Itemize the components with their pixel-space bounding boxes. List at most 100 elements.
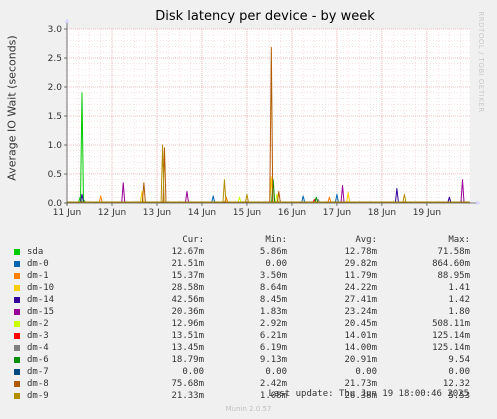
series-line-dm-14 — [67, 188, 470, 203]
legend-max: 5.53 — [448, 391, 470, 401]
legend-min: 2.42m — [259, 379, 287, 389]
legend-min: 2.92m — [259, 319, 287, 329]
legend-avg: 24.22m — [344, 283, 377, 293]
legend-row: dm-1 15.37m 3.50m 11.79m 88.95m — [0, 271, 497, 283]
last-update: Last update: Thu Jun 19 18:00:46 2025 — [268, 389, 469, 399]
legend-min: 8.64m — [259, 283, 287, 293]
legend-max: 125.14m — [432, 331, 470, 341]
legend-header-cur: Cur: — [182, 235, 204, 245]
legend-swatch — [14, 297, 20, 303]
legend-min: 6.21m — [259, 331, 287, 341]
legend-swatch — [14, 309, 20, 315]
legend-name: dm-15 — [27, 307, 55, 317]
legend-row: dm-10 28.58m 8.64m 24.22m 1.41 — [0, 283, 497, 295]
legend-row: dm-0 21.51m 0.00 29.82m 864.60m — [0, 259, 497, 271]
legend-min: 9.13m — [259, 355, 287, 365]
legend-max: 1.42 — [448, 295, 470, 305]
x-tick-label: 19 Jun — [413, 208, 441, 218]
legend-min: 6.19m — [259, 343, 287, 353]
munin-version: Munin 2.0.57 — [225, 405, 272, 413]
y-axis-arrow — [64, 18, 70, 23]
legend-max: 125.14m — [432, 343, 470, 353]
legend-row: dm-14 42.56m 8.45m 27.41m 1.42 — [0, 295, 497, 307]
series-line-sda — [67, 92, 470, 203]
legend-name: dm-9 — [27, 391, 49, 401]
x-tick-label: 13 Jun — [143, 208, 171, 218]
legend-header-avg: Avg: — [355, 235, 377, 245]
plot-area: 0.0 0.5 1.0 1.5 2.0 2.5 3.0 11 Jun 12 Jun 13 Jun 1… — [48, 18, 481, 218]
legend-header-max: Max: — [448, 235, 470, 245]
legend-cur: 15.37m — [171, 271, 204, 281]
series-line-dm-1 — [67, 195, 470, 203]
legend-cur: 13.51m — [171, 331, 204, 341]
legend-avg: 29.82m — [344, 259, 377, 269]
legend-row: dm-6 18.79m 9.13m 20.91m 9.54 — [0, 355, 497, 367]
legend-max: 0.00 — [448, 367, 470, 377]
legend-min: 8.45m — [259, 295, 287, 305]
x-tick-label: 14 Jun — [188, 208, 216, 218]
series-line-dm-0 — [67, 193, 470, 203]
y-tick-label: 3.0 — [48, 25, 63, 35]
legend-row: sda 12.67m 5.86m 12.78m 71.58m — [0, 247, 497, 259]
legend-min: 3.50m — [259, 271, 287, 281]
legend-row: dm-3 13.51m 6.21m 14.01m 125.14m — [0, 331, 497, 343]
x-tick-label: 16 Jun — [278, 208, 306, 218]
legend-row: dm-7 0.00 0.00 0.00 0.00 — [0, 367, 497, 379]
x-axis-arrow — [476, 200, 481, 206]
series-line-dm-10 — [67, 176, 470, 203]
legend-avg: 0.00 — [355, 367, 377, 377]
legend-max: 71.58m — [437, 247, 470, 257]
legend-min: 1.08m — [259, 391, 287, 401]
legend-min: 5.86m — [259, 247, 287, 257]
series-layer — [67, 47, 470, 203]
legend-swatch — [14, 357, 20, 363]
legend-row: dm-4 13.45m 6.19m 14.00m 125.14m — [0, 343, 497, 355]
y-tick-label: 2.0 — [48, 83, 63, 93]
legend-avg: 21.73m — [344, 379, 377, 389]
legend-name: dm-0 — [27, 259, 49, 269]
legend-max: 1.41 — [448, 283, 470, 293]
legend-swatch — [14, 381, 20, 387]
legend-cur: 28.58m — [171, 283, 204, 293]
x-tick-label: 11 Jun — [53, 208, 81, 218]
legend-avg: 14.00m — [344, 343, 377, 353]
legend-cur: 75.68m — [171, 379, 204, 389]
x-tick-label: 12 Jun — [98, 208, 126, 218]
legend-swatch — [14, 369, 20, 375]
legend-avg: 11.79m — [344, 271, 377, 281]
legend-cur: 12.67m — [171, 247, 204, 257]
legend-cur: 13.45m — [171, 343, 204, 353]
legend-avg: 14.01m — [344, 331, 377, 341]
legend-cur: 42.56m — [171, 295, 204, 305]
legend-cur: 21.33m — [171, 391, 204, 401]
legend-min: 1.83m — [259, 307, 287, 317]
legend-cur: 18.79m — [171, 355, 204, 365]
legend-swatch — [14, 333, 20, 339]
legend-min: 0.00 — [265, 367, 287, 377]
legend-swatch — [14, 321, 20, 327]
legend-avg: 23.24m — [344, 307, 377, 317]
legend-name: dm-4 — [27, 343, 49, 353]
legend-row: dm-15 20.36m 1.83m 23.24m 1.80 — [0, 307, 497, 319]
legend-avg: 20.45m — [344, 319, 377, 329]
legend-name: dm-2 — [27, 319, 49, 329]
y-tick-label: 0.0 — [48, 199, 63, 209]
legend-row: dm-2 12.96m 2.92m 20.45m 508.11m — [0, 319, 497, 331]
y-tick-label: 0.5 — [48, 170, 62, 180]
y-tick-label: 1.5 — [48, 112, 62, 122]
legend-max: 9.54 — [448, 355, 470, 365]
legend-avg: 20.91m — [344, 355, 377, 365]
legend-name: dm-3 — [27, 331, 49, 341]
legend-cur: 0.00 — [182, 367, 204, 377]
legend-avg: 26.38m — [344, 391, 377, 401]
legend-name: dm-7 — [27, 367, 49, 377]
legend-row: dm-8 75.68m 2.42m 21.73m 12.32 — [0, 379, 497, 391]
legend-swatch — [14, 261, 20, 267]
legend-max: 12.32 — [442, 379, 470, 389]
legend-name: dm-6 — [27, 355, 49, 365]
legend-max: 864.60m — [432, 259, 470, 269]
legend-name: dm-14 — [27, 295, 55, 305]
legend-cur: 20.36m — [171, 307, 204, 317]
legend-swatch — [14, 285, 20, 291]
y-tick-label: 1.0 — [48, 141, 63, 151]
